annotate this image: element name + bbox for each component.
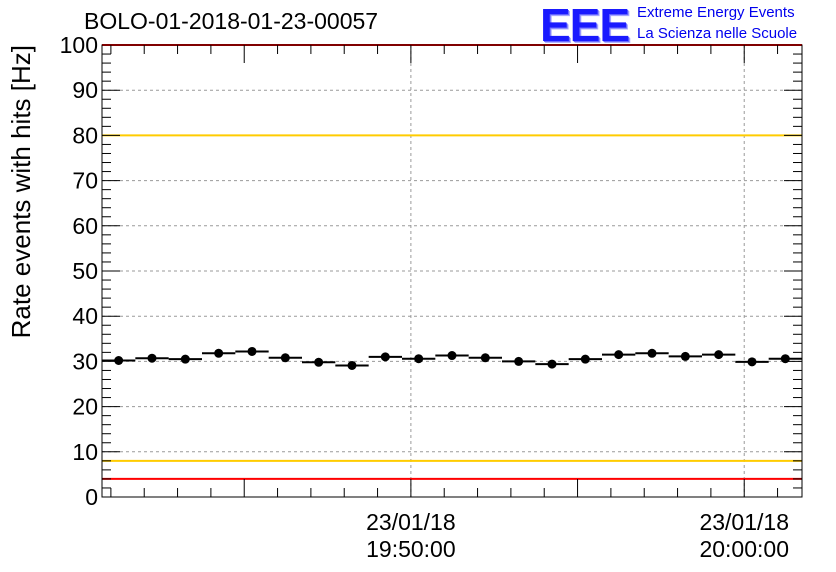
data-point (780, 354, 790, 364)
logo-line-1: Extreme Energy Events (637, 4, 795, 21)
eee-logo: EEE Extreme Energy Events La Scienza nel… (540, 0, 836, 51)
run-title: BOLO-01-2018-01-23-00057 (84, 8, 379, 34)
data-point (714, 350, 724, 360)
y-tick-label: 70 (72, 168, 98, 194)
y-tick-label: 80 (72, 122, 98, 148)
data-point (214, 348, 224, 358)
data-point (480, 353, 490, 363)
data-point (180, 354, 190, 364)
data-point (614, 350, 624, 360)
y-tick-label: 20 (72, 394, 98, 420)
data-point (447, 351, 457, 361)
axis-ticks (102, 44, 802, 498)
x-tick-date-label: 23/01/18 (366, 509, 456, 535)
y-tick-label: 0 (85, 484, 98, 510)
data-point (647, 348, 657, 358)
data-point (380, 352, 390, 362)
y-axis-title: Rate events with hits [Hz] (6, 45, 36, 338)
data-point (747, 357, 757, 367)
x-tick-time-label: 19:50:00 (366, 536, 456, 562)
y-tick-label: 40 (72, 303, 98, 329)
data-point (680, 351, 690, 361)
y-tick-label: 10 (72, 439, 98, 465)
y-tick-label: 30 (72, 348, 98, 374)
grid-lines (102, 45, 802, 497)
y-tick-label: 60 (72, 213, 98, 239)
logo-mark: EEE (540, 0, 630, 51)
y-tick-label: 100 (60, 32, 98, 58)
data-point (314, 357, 324, 367)
data-point (114, 355, 124, 365)
data-point (280, 353, 290, 363)
data-point (247, 346, 257, 356)
data-point (547, 359, 557, 369)
threshold-lines (102, 44, 802, 480)
x-tick-date-label: 23/01/18 (699, 509, 789, 535)
data-series (102, 346, 802, 370)
data-point (147, 353, 157, 363)
y-tick-label: 50 (72, 258, 98, 284)
data-point (347, 360, 357, 370)
x-tick-time-label: 20:00:00 (699, 536, 789, 562)
data-point (514, 356, 524, 366)
data-point (414, 354, 424, 364)
axis-labels: 010203040506070809010023/01/1819:50:0023… (6, 32, 789, 562)
y-tick-label: 90 (72, 77, 98, 103)
logo-line-2: La Scienza nelle Scuole (637, 25, 798, 42)
data-point (580, 354, 590, 364)
